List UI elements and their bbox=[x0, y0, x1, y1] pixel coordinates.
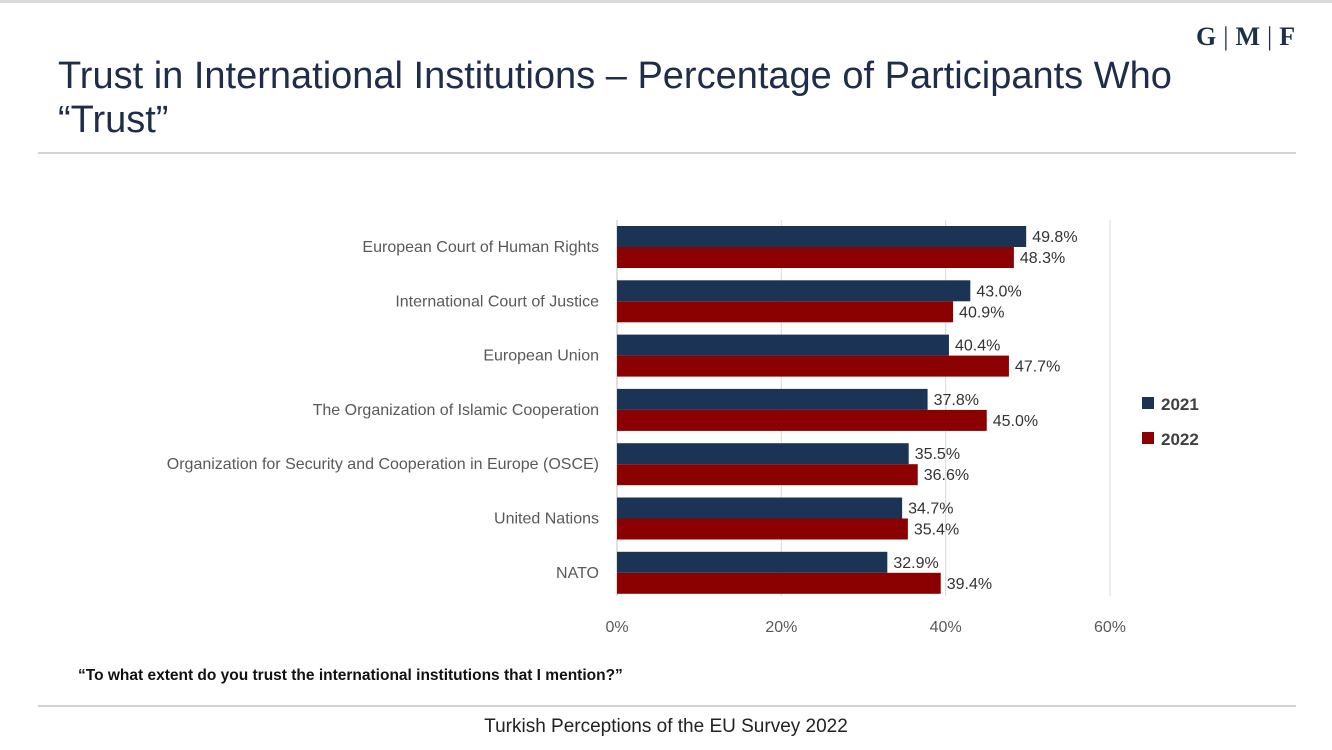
data-label-2021: 34.7% bbox=[908, 501, 953, 518]
bar-2022 bbox=[617, 409, 987, 431]
logo-letter-m: M bbox=[1235, 22, 1261, 51]
slide-title: Trust in International Institutions – Pe… bbox=[58, 55, 1172, 141]
bar-2021 bbox=[617, 226, 1027, 247]
category-label: International Court of Justice bbox=[395, 293, 599, 310]
footer-source: Turkish Perceptions of the EU Survey 202… bbox=[484, 716, 848, 737]
data-label-2021: 49.8% bbox=[1032, 229, 1077, 246]
logo-separator: | bbox=[1223, 22, 1230, 51]
bar-2022 bbox=[617, 518, 908, 540]
data-label-2022: 45.0% bbox=[993, 413, 1038, 430]
data-label-2021: 40.4% bbox=[955, 338, 1000, 355]
data-label-2021: 43.0% bbox=[976, 283, 1021, 300]
x-tick-label: 0% bbox=[605, 619, 628, 636]
data-label-2021: 32.9% bbox=[893, 555, 938, 572]
x-tick-label: 60% bbox=[1094, 619, 1126, 636]
bar-2022 bbox=[617, 301, 954, 323]
data-label-2022: 35.4% bbox=[914, 522, 959, 539]
bar-2021 bbox=[617, 334, 949, 356]
category-label: NATO bbox=[556, 565, 599, 582]
footer-divider bbox=[38, 705, 1296, 707]
top-border bbox=[0, 0, 1332, 3]
bar-2021 bbox=[617, 443, 909, 465]
bar-2021 bbox=[617, 497, 903, 519]
logo-letter-g: G bbox=[1196, 22, 1218, 51]
x-tick-label: 40% bbox=[930, 619, 962, 636]
bar-2021 bbox=[617, 280, 971, 302]
gmf-logo: G | M | F bbox=[1196, 22, 1296, 52]
category-label: The Organization of Islamic Cooperation bbox=[313, 402, 599, 419]
data-label-2021: 37.8% bbox=[934, 392, 979, 409]
data-label-2022: 47.7% bbox=[1015, 359, 1060, 376]
legend-swatch-2021 bbox=[1142, 397, 1154, 409]
bar-2022 bbox=[617, 572, 941, 594]
data-label-2021: 35.5% bbox=[915, 446, 960, 463]
category-label: European Court of Human Rights bbox=[362, 239, 599, 256]
bar-2022 bbox=[617, 247, 1014, 268]
logo-separator: | bbox=[1267, 22, 1274, 51]
survey-question: “To what extent do you trust the interna… bbox=[78, 667, 623, 684]
x-tick-label: 20% bbox=[765, 619, 797, 636]
data-label-2022: 48.3% bbox=[1020, 250, 1065, 267]
bar-2021 bbox=[617, 388, 928, 410]
data-label-2022: 39.4% bbox=[947, 576, 992, 593]
category-label: United Nations bbox=[494, 511, 599, 528]
data-label-2022: 36.6% bbox=[924, 467, 969, 484]
bar-2022 bbox=[617, 464, 918, 486]
data-label-2022: 40.9% bbox=[959, 304, 1004, 321]
legend-swatch-2022 bbox=[1142, 432, 1154, 444]
category-label: European Union bbox=[483, 348, 599, 365]
bar-2021 bbox=[617, 551, 888, 573]
title-divider bbox=[38, 152, 1296, 154]
legend-label-2021: 2021 bbox=[1161, 395, 1199, 414]
category-label: Organization for Security and Cooperatio… bbox=[167, 456, 599, 473]
bar-2022 bbox=[617, 355, 1009, 377]
logo-letter-f: F bbox=[1279, 22, 1297, 51]
legend-label-2022: 2022 bbox=[1161, 430, 1199, 449]
